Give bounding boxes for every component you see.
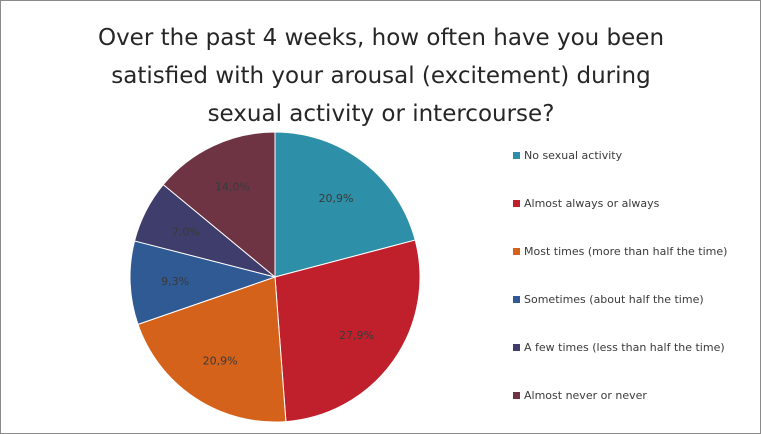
legend-swatch [513,200,520,207]
chart-title: Over the past 4 weeks, how often have yo… [41,19,721,133]
legend-item-a-few-times-less-than-half-the-time: A few times (less than half the time) [513,341,725,354]
slice-label-sometimes-about-half-the-time: 9,3% [161,275,189,288]
legend-swatch [513,248,520,255]
legend-swatch [513,392,520,399]
legend-label: No sexual activity [524,149,623,162]
pie-slice-sometimes-about-half-the-time [129,240,277,326]
pie-slice-most-times-more-than-half-the-time [137,276,287,423]
slice-label-most-times-more-than-half-the-time: 20,9% [203,355,238,368]
chart-title-line-2: satisfied with your arousal (excitement)… [111,63,651,89]
legend-label: Most times (more than half the time) [524,245,728,258]
pie-slice-almost-never-or-never [162,131,276,279]
pie-slice-no-sexual-activity [274,131,416,278]
legend-item-most-times-more-than-half-the-time: Most times (more than half the time) [513,245,727,258]
legend-item-sometimes-about-half-the-time: Sometimes (about half the time) [513,293,704,306]
slice-label-no-sexual-activity: 20,9% [319,192,354,205]
slice-label-a-few-times-less-than-half-the-time: 7,0% [172,226,200,239]
legend-item-almost-always-or-always: Almost always or always [513,197,659,210]
legend-item-almost-never-or-never: Almost never or never [513,389,647,402]
legend-label: A few times (less than half the time) [524,341,725,354]
legend-label: Sometimes (about half the time) [524,293,704,306]
legend-swatch [513,344,520,351]
chart-title-line-1: Over the past 4 weeks, how often have yo… [97,25,665,51]
legend-label: Almost never or never [524,389,647,402]
chart-title-line-3: sexual activity or intercourse? [207,101,555,127]
legend-swatch [513,152,520,159]
slice-label-almost-never-or-never: 14,0% [215,181,250,194]
legend-item-no-sexual-activity: No sexual activity [513,149,622,162]
legend-swatch [513,296,520,303]
slice-label-almost-always-or-always: 27,9% [339,329,374,342]
legend-label: Almost always or always [524,197,660,210]
pie-slice-almost-always-or-always [274,239,421,423]
